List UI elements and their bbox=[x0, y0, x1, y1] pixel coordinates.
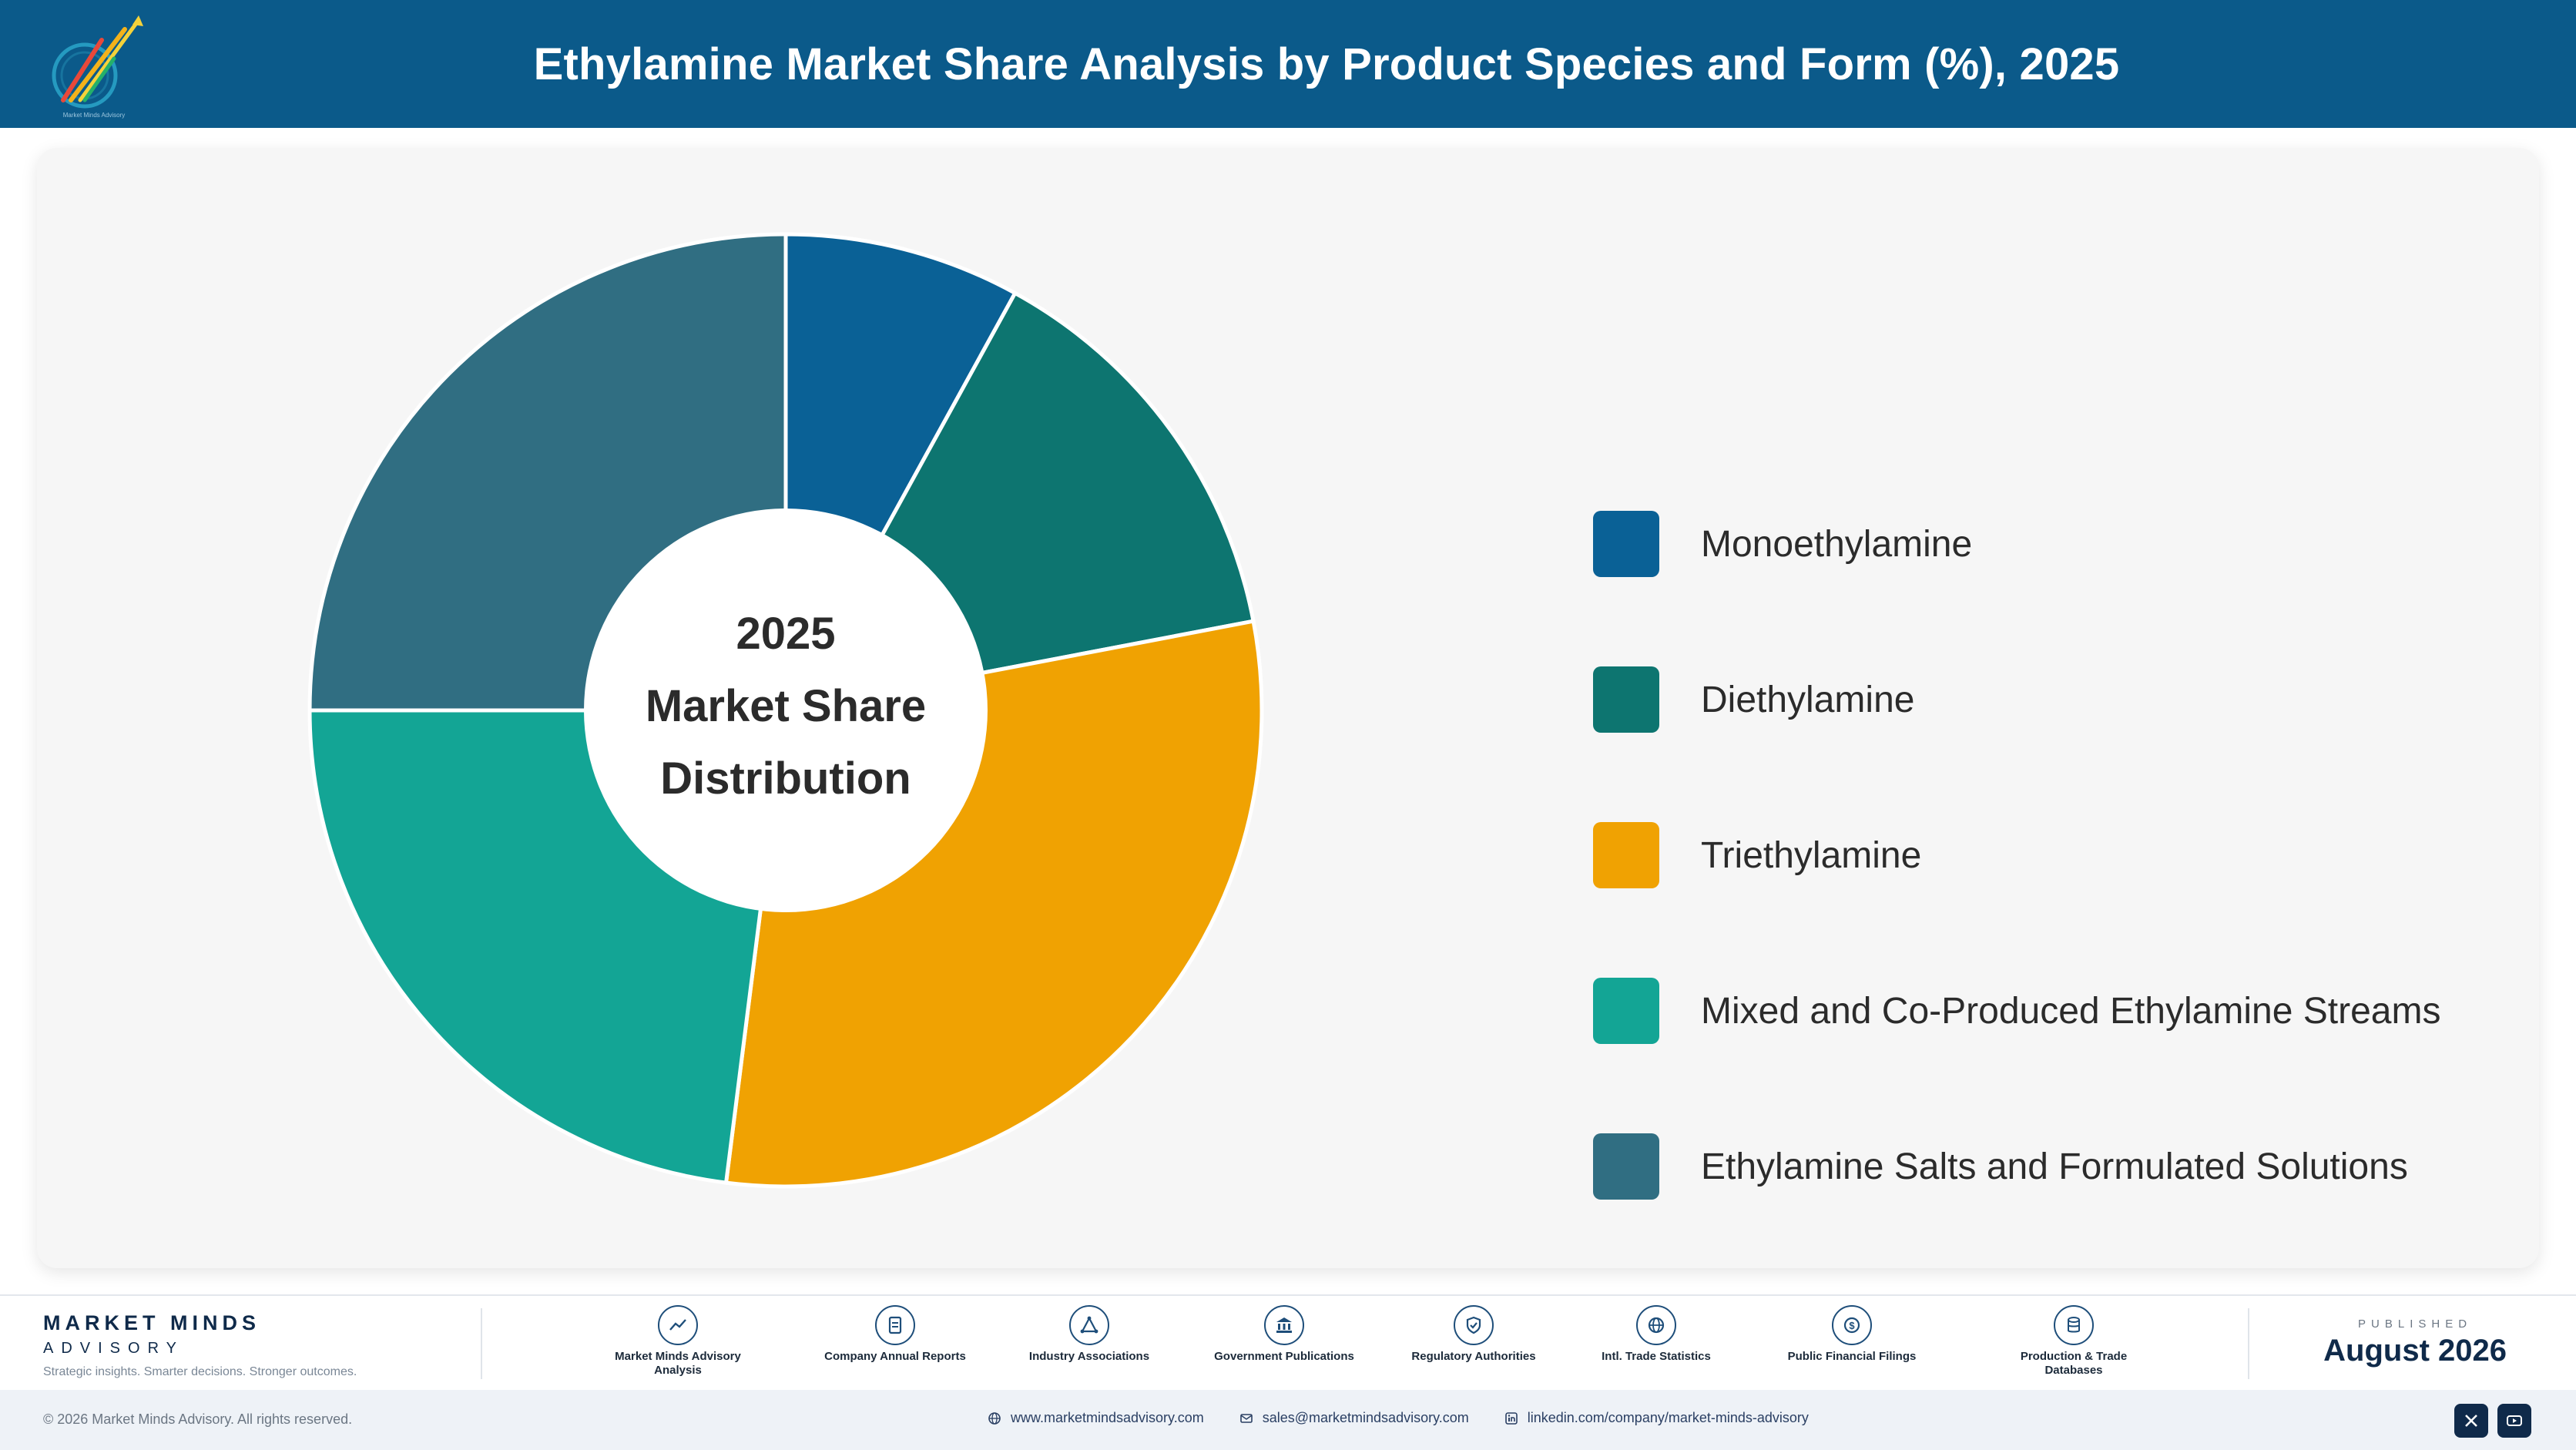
source-trade-statistics: Intl. Trade Statistics bbox=[1564, 1305, 1749, 1364]
legend-label: Monoethylamine bbox=[1701, 523, 1973, 565]
source-label: Regulatory Authorities bbox=[1411, 1350, 1536, 1363]
x-icon bbox=[2465, 1415, 2477, 1427]
legend-swatch bbox=[1593, 666, 1659, 733]
linkedin-link[interactable]: linkedin.com/company/market-minds-adviso… bbox=[1504, 1410, 1809, 1426]
source-financial-filings: $ Public Financial Filings bbox=[1759, 1305, 1944, 1364]
legend-label: Ethylamine Salts and Formulated Solution… bbox=[1701, 1146, 2408, 1187]
source-label: Production & Trade Databases bbox=[2020, 1350, 2128, 1377]
source-label: Public Financial Filings bbox=[1787, 1350, 1917, 1363]
chart-card: 2025 Market Share Distribution Monoethyl… bbox=[37, 148, 2539, 1268]
x-social-button[interactable] bbox=[2454, 1404, 2488, 1438]
source-label: Industry Associations bbox=[1028, 1350, 1150, 1363]
company-logo: Market Minds Advisory bbox=[52, 15, 143, 119]
published-block: PUBLISHED August 2026 bbox=[2323, 1317, 2507, 1368]
svg-text:Market Minds Advisory: Market Minds Advisory bbox=[63, 112, 125, 119]
legend-swatch bbox=[1593, 978, 1659, 1044]
email-link[interactable]: sales@marketmindsadvisory.com bbox=[1239, 1410, 1469, 1426]
legend-label: Triethylamine bbox=[1701, 834, 1922, 876]
brand-tagline: Strategic insights. Smarter decisions. S… bbox=[43, 1365, 357, 1378]
globe-icon bbox=[1636, 1305, 1676, 1345]
trend-icon bbox=[658, 1305, 698, 1345]
source-industry-associations: Industry Associations bbox=[997, 1305, 1182, 1364]
donut-hole bbox=[584, 509, 988, 912]
source-label: Company Annual Reports bbox=[824, 1350, 966, 1363]
center-label-line-3: Distribution bbox=[660, 754, 911, 804]
legend-swatch bbox=[1593, 822, 1659, 888]
footer-brand: MARKET MINDS ADVISORY Strategic insights… bbox=[43, 1311, 357, 1379]
source-label: Government Publications bbox=[1214, 1350, 1354, 1363]
page-title: Ethylamine Market Share Analysis by Prod… bbox=[533, 39, 2120, 89]
legend-swatch bbox=[1593, 1133, 1659, 1200]
brand-sub: ADVISORY bbox=[43, 1340, 184, 1357]
youtube-icon bbox=[2507, 1415, 2522, 1426]
network-icon bbox=[1069, 1305, 1109, 1345]
legend-label: Diethylamine bbox=[1701, 679, 1915, 720]
contact-links: www.marketmindsadvisory.com sales@market… bbox=[988, 1410, 1809, 1426]
donut-chart: 2025 Market Share Distribution bbox=[307, 232, 1264, 1189]
linkedin-icon bbox=[1504, 1411, 1518, 1425]
document-icon bbox=[875, 1305, 915, 1345]
copyright-text: © 2026 Market Minds Advisory. All rights… bbox=[43, 1411, 353, 1427]
published-date: August 2026 bbox=[2323, 1334, 2507, 1368]
footer: MARKET MINDS ADVISORY Strategic insights… bbox=[0, 1294, 2576, 1390]
website-link[interactable]: www.marketmindsadvisory.com bbox=[988, 1410, 1204, 1426]
legend-item-monoethylamine: Monoethylamine bbox=[1593, 510, 1972, 578]
database-icon bbox=[2054, 1305, 2094, 1345]
published-kicker: PUBLISHED bbox=[2358, 1317, 2473, 1331]
center-label-line-1: 2025 bbox=[736, 609, 835, 659]
email-text: sales@marketmindsadvisory.com bbox=[1262, 1410, 1469, 1425]
website-text: www.marketmindsadvisory.com bbox=[1011, 1410, 1204, 1425]
bottom-bar: © 2026 Market Minds Advisory. All rights… bbox=[0, 1390, 2576, 1450]
header-bar: Market Minds Advisory Ethylamine Market … bbox=[0, 0, 2576, 128]
source-government-publications: Government Publications bbox=[1192, 1305, 1377, 1364]
legend-item-diethylamine: Diethylamine bbox=[1593, 666, 1914, 733]
dollar-icon: $ bbox=[1832, 1305, 1872, 1345]
mail-icon bbox=[1239, 1413, 1253, 1423]
data-sources: Market Minds Advisory Analysis Company A… bbox=[585, 1305, 2127, 1390]
brand-name: MARKET MINDS bbox=[43, 1311, 260, 1334]
legend-swatch bbox=[1593, 511, 1659, 577]
footer-divider bbox=[2248, 1308, 2249, 1379]
legend-item-mixed-streams: Mixed and Co-Produced Ethylamine Streams bbox=[1593, 977, 2440, 1045]
footer-divider bbox=[481, 1308, 482, 1379]
svg-text:$: $ bbox=[1849, 1320, 1855, 1331]
source-label: Market Minds Advisory Analysis bbox=[615, 1350, 741, 1377]
source-regulatory-authorities: Regulatory Authorities bbox=[1381, 1305, 1566, 1364]
linkedin-text: linkedin.com/company/market-minds-adviso… bbox=[1527, 1410, 1809, 1425]
government-icon bbox=[1264, 1305, 1304, 1345]
source-trade-databases: Production & Trade Databases bbox=[1981, 1305, 2166, 1378]
globe-icon bbox=[988, 1411, 1001, 1425]
source-annual-reports: Company Annual Reports bbox=[803, 1305, 988, 1364]
shield-icon bbox=[1454, 1305, 1494, 1345]
source-advisory-analysis: Market Minds Advisory Analysis bbox=[585, 1305, 770, 1378]
center-label-line-2: Market Share bbox=[646, 681, 926, 731]
source-label: Intl. Trade Statistics bbox=[1602, 1350, 1711, 1363]
legend-item-salts-solutions: Ethylamine Salts and Formulated Solution… bbox=[1593, 1133, 2408, 1200]
legend-label: Mixed and Co-Produced Ethylamine Streams bbox=[1701, 990, 2441, 1032]
legend-item-triethylamine: Triethylamine bbox=[1593, 821, 1921, 889]
youtube-social-button[interactable] bbox=[2497, 1404, 2531, 1438]
